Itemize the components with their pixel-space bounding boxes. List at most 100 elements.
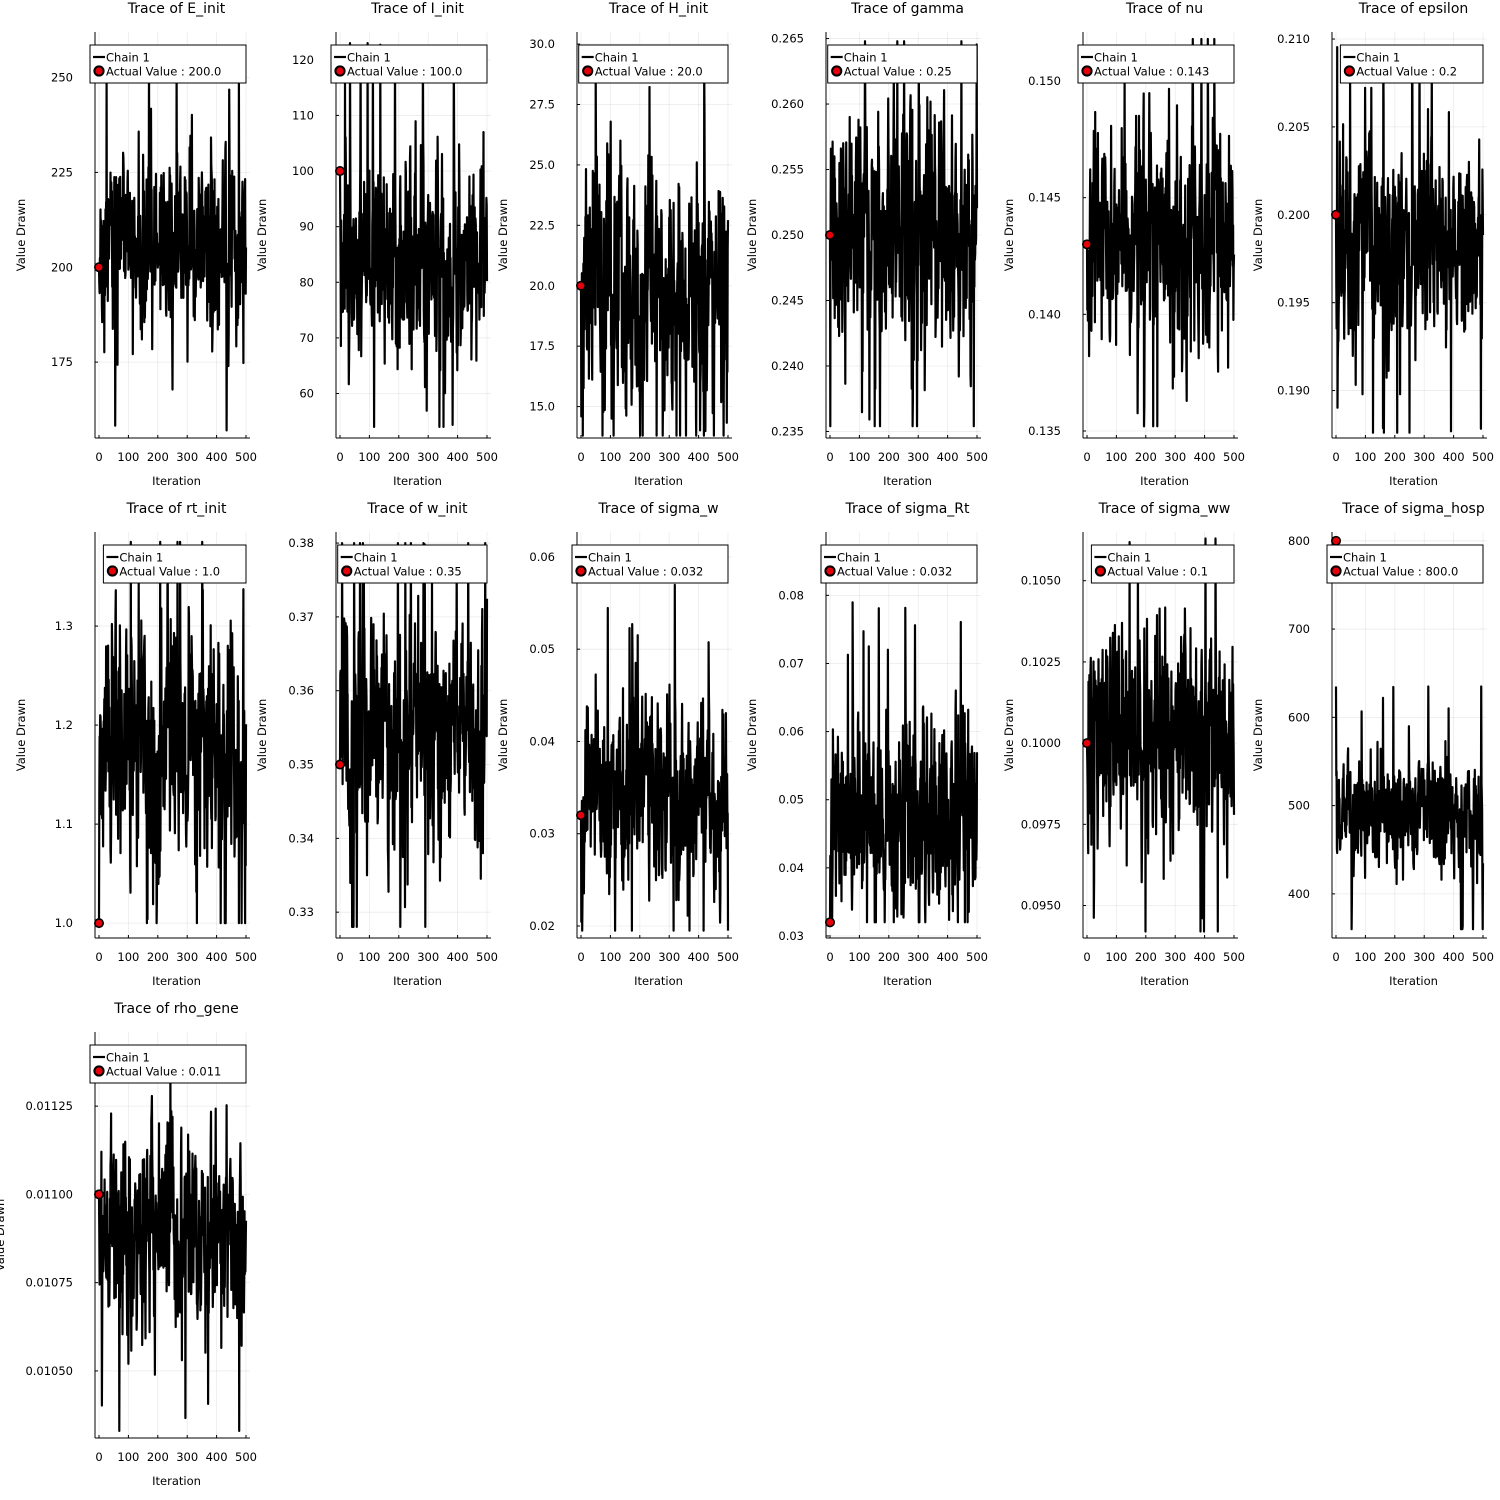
actual-value-marker <box>94 918 105 929</box>
panel-title: Trace of I_init <box>370 1 464 17</box>
x-tick-label: 300 <box>1164 950 1186 964</box>
y-tick-label: 0.245 <box>771 293 804 307</box>
x-tick-label: 100 <box>117 450 139 464</box>
legend-box <box>337 544 488 584</box>
y-axis-label: Value Drawn <box>14 199 28 272</box>
actual-value-marker <box>575 280 586 291</box>
y-tick-label: 0.0975 <box>1021 817 1061 831</box>
y-tick-label: 15.0 <box>529 400 555 414</box>
x-tick-label: 200 <box>629 950 651 964</box>
x-tick-label: 300 <box>176 950 198 964</box>
x-tick-label: 300 <box>658 450 680 464</box>
y-tick-label: 800 <box>1288 534 1310 548</box>
x-tick-label: 100 <box>358 950 380 964</box>
legend-label-actual: Actual Value : 20.0 <box>595 65 703 79</box>
trace-panel: 0 100 200 300 400 500 0.135 0.140 0.145 0.150 Trac… <box>1002 1 1245 488</box>
legend-label-actual: Actual Value : 0.25 <box>844 65 952 79</box>
trace-panel: 0 100 200 300 400 500 0.01050 0.01075 0.01100 0.0… <box>0 1001 257 1488</box>
legend-label-chain: Chain 1 <box>354 551 398 565</box>
legend-label-chain: Chain 1 <box>595 51 639 65</box>
legend-box <box>89 44 247 84</box>
y-tick-label: 0.06 <box>529 550 555 564</box>
y-tick-label: 1.2 <box>55 718 73 732</box>
panel-title: Trace of epsilon <box>1358 1 1469 17</box>
x-tick-label: 300 <box>417 950 439 964</box>
x-tick-label: 0 <box>336 950 343 964</box>
y-tick-label: 225 <box>51 165 73 179</box>
actual-value-marker <box>1331 209 1342 220</box>
chain-1-trace <box>97 540 248 925</box>
x-axis-label: Iteration <box>393 474 442 488</box>
trace-panel: 0 100 200 300 400 500 1.0 1.1 1.2 1.3 Trace of rt_… <box>14 501 257 988</box>
x-tick-label: 100 <box>358 450 380 464</box>
x-tick-label: 300 <box>417 450 439 464</box>
y-tick-label: 0.06 <box>778 725 804 739</box>
y-tick-label: 0.255 <box>771 163 804 177</box>
x-tick-label: 0 <box>95 950 102 964</box>
x-tick-label: 100 <box>1354 950 1376 964</box>
panel-title: Trace of w_init <box>366 501 468 517</box>
y-tick-label: 0.04 <box>778 861 804 875</box>
legend-marker-swatch <box>824 565 836 577</box>
x-tick-label: 400 <box>1194 450 1216 464</box>
y-tick-label: 110 <box>292 108 314 122</box>
y-tick-label: 17.5 <box>529 339 555 353</box>
legend-label-actual: Actual Value : 800.0 <box>1343 565 1458 579</box>
y-tick-label: 0.240 <box>771 359 804 373</box>
legend-label-chain: Chain 1 <box>1343 551 1387 565</box>
y-tick-label: 0.210 <box>1277 32 1310 46</box>
x-axis-label: Iteration <box>1389 474 1438 488</box>
y-axis-label: Value Drawn <box>255 199 269 272</box>
legend-box <box>1339 44 1484 84</box>
y-tick-label: 0.0950 <box>1021 899 1061 913</box>
x-axis-label: Iteration <box>393 974 442 988</box>
chain-1-trace <box>1334 685 1485 931</box>
y-tick-label: 0.205 <box>1277 120 1310 134</box>
y-tick-label: 0.200 <box>1277 208 1310 222</box>
legend-marker-swatch <box>575 565 587 577</box>
x-tick-label: 200 <box>388 450 410 464</box>
x-tick-label: 400 <box>1443 950 1465 964</box>
x-axis-label: Iteration <box>1389 974 1438 988</box>
x-tick-label: 500 <box>966 450 988 464</box>
legend-box <box>89 1044 247 1084</box>
y-tick-label: 250 <box>51 71 73 85</box>
y-axis-label: Value Drawn <box>745 199 759 272</box>
x-tick-label: 400 <box>937 950 959 964</box>
trace-panel: 0 100 200 300 400 500 60 70 80 90 100 110 120 Trace o… <box>255 1 498 488</box>
x-tick-label: 0 <box>95 450 102 464</box>
chain-1-trace <box>828 40 979 428</box>
x-tick-label: 0 <box>577 950 584 964</box>
x-tick-label: 100 <box>117 950 139 964</box>
y-tick-label: 500 <box>1288 799 1310 813</box>
x-tick-label: 500 <box>966 950 988 964</box>
legend-marker-swatch <box>1094 565 1107 577</box>
y-tick-label: 0.250 <box>771 228 804 242</box>
y-tick-label: 0.150 <box>1028 74 1061 88</box>
y-tick-label: 25.0 <box>529 158 555 172</box>
x-tick-label: 300 <box>176 450 198 464</box>
panel-title: Trace of E_init <box>127 1 226 17</box>
x-tick-label: 100 <box>1105 950 1127 964</box>
x-tick-label: 200 <box>1384 950 1406 964</box>
legend-marker-swatch <box>93 1065 105 1077</box>
legend-marker-swatch <box>334 65 346 77</box>
y-tick-label: 0.01050 <box>25 1364 73 1378</box>
actual-value-marker <box>575 810 586 821</box>
legend-marker-swatch <box>1343 65 1356 77</box>
y-tick-label: 27.5 <box>529 98 555 112</box>
legend-label-chain: Chain 1 <box>347 51 391 65</box>
legend-box <box>571 544 729 584</box>
legend-label-chain: Chain 1 <box>1094 51 1138 65</box>
x-tick-label: 500 <box>235 950 257 964</box>
panel-title: Trace of sigma_hosp <box>1341 501 1485 517</box>
x-tick-label: 0 <box>826 450 833 464</box>
